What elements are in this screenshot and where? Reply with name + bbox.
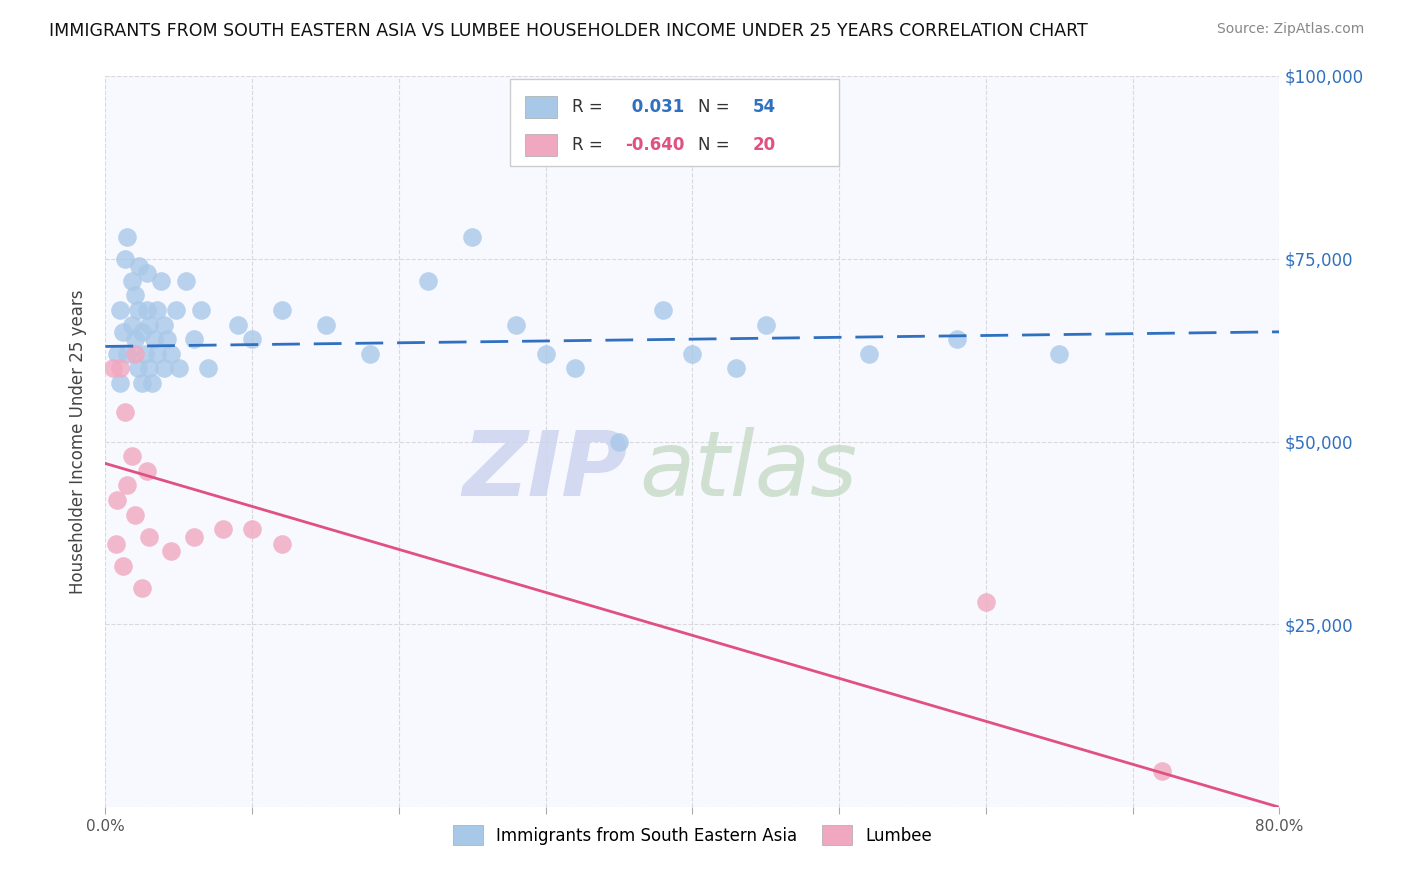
Point	[1150, 764, 1173, 778]
Point	[505, 318, 527, 332]
Point	[114, 252, 136, 266]
Point	[128, 259, 150, 273]
Point	[124, 508, 146, 522]
Point	[138, 361, 160, 376]
Point	[105, 493, 128, 508]
Point	[165, 302, 187, 317]
Text: N =: N =	[699, 136, 735, 154]
Point	[142, 332, 165, 346]
Point	[121, 449, 143, 463]
Point	[183, 530, 205, 544]
Point	[153, 318, 176, 332]
Point	[135, 266, 157, 280]
Point	[682, 347, 704, 361]
Point	[117, 229, 139, 244]
Point	[197, 361, 219, 376]
Legend: Immigrants from South Eastern Asia, Lumbee: Immigrants from South Eastern Asia, Lumb…	[444, 817, 941, 854]
Text: IMMIGRANTS FROM SOUTH EASTERN ASIA VS LUMBEE HOUSEHOLDER INCOME UNDER 25 YEARS C: IMMIGRANTS FROM SOUTH EASTERN ASIA VS LU…	[49, 22, 1088, 40]
Point	[101, 361, 124, 376]
Point	[141, 376, 163, 390]
Point	[146, 302, 169, 317]
Point	[945, 332, 967, 346]
Point	[858, 347, 880, 361]
Point	[124, 347, 146, 361]
Point	[138, 318, 160, 332]
Point	[112, 558, 135, 573]
Point	[183, 332, 205, 346]
Point	[418, 274, 440, 288]
Point	[114, 405, 136, 419]
Text: Source: ZipAtlas.com: Source: ZipAtlas.com	[1216, 22, 1364, 37]
Point	[160, 544, 183, 558]
Point	[315, 318, 337, 332]
Point	[108, 302, 131, 317]
Point	[167, 361, 190, 376]
Point	[359, 347, 381, 361]
Point	[127, 302, 149, 317]
Point	[131, 376, 153, 390]
Text: R =: R =	[571, 98, 607, 116]
Point	[156, 332, 179, 346]
Point	[226, 318, 249, 332]
Point	[135, 302, 157, 317]
Point	[131, 325, 153, 339]
Point	[652, 302, 675, 317]
FancyBboxPatch shape	[524, 135, 557, 156]
Text: ZIP: ZIP	[463, 426, 628, 515]
Point	[124, 288, 146, 302]
Point	[117, 478, 139, 492]
Text: atlas: atlas	[640, 426, 858, 515]
Point	[755, 318, 778, 332]
Point	[104, 537, 127, 551]
Point	[108, 361, 131, 376]
Point	[270, 537, 292, 551]
Point	[461, 229, 484, 244]
Point	[153, 361, 176, 376]
FancyBboxPatch shape	[524, 96, 557, 119]
Point	[240, 522, 263, 536]
Point	[135, 464, 157, 478]
Point	[138, 530, 160, 544]
Point	[534, 347, 557, 361]
Point	[131, 581, 153, 595]
Point	[190, 302, 212, 317]
Text: 0.031: 0.031	[626, 98, 683, 116]
Point	[240, 332, 263, 346]
Text: 20: 20	[752, 136, 776, 154]
Text: 54: 54	[752, 98, 776, 116]
Point	[607, 434, 630, 449]
Y-axis label: Householder Income Under 25 years: Householder Income Under 25 years	[69, 289, 87, 594]
Point	[121, 318, 143, 332]
Point	[134, 347, 156, 361]
Point	[124, 332, 146, 346]
Point	[105, 347, 128, 361]
Text: R =: R =	[571, 136, 607, 154]
Point	[974, 595, 997, 609]
Text: -0.640: -0.640	[626, 136, 685, 154]
Point	[160, 347, 183, 361]
Text: N =: N =	[699, 98, 735, 116]
Point	[150, 274, 173, 288]
Point	[1047, 347, 1070, 361]
Point	[146, 347, 169, 361]
Point	[564, 361, 586, 376]
Point	[725, 361, 748, 376]
Point	[270, 302, 292, 317]
Point	[117, 347, 139, 361]
Point	[121, 274, 143, 288]
Point	[127, 361, 149, 376]
Point	[211, 522, 233, 536]
FancyBboxPatch shape	[510, 79, 839, 166]
Point	[108, 376, 131, 390]
Point	[174, 274, 197, 288]
Point	[112, 325, 135, 339]
